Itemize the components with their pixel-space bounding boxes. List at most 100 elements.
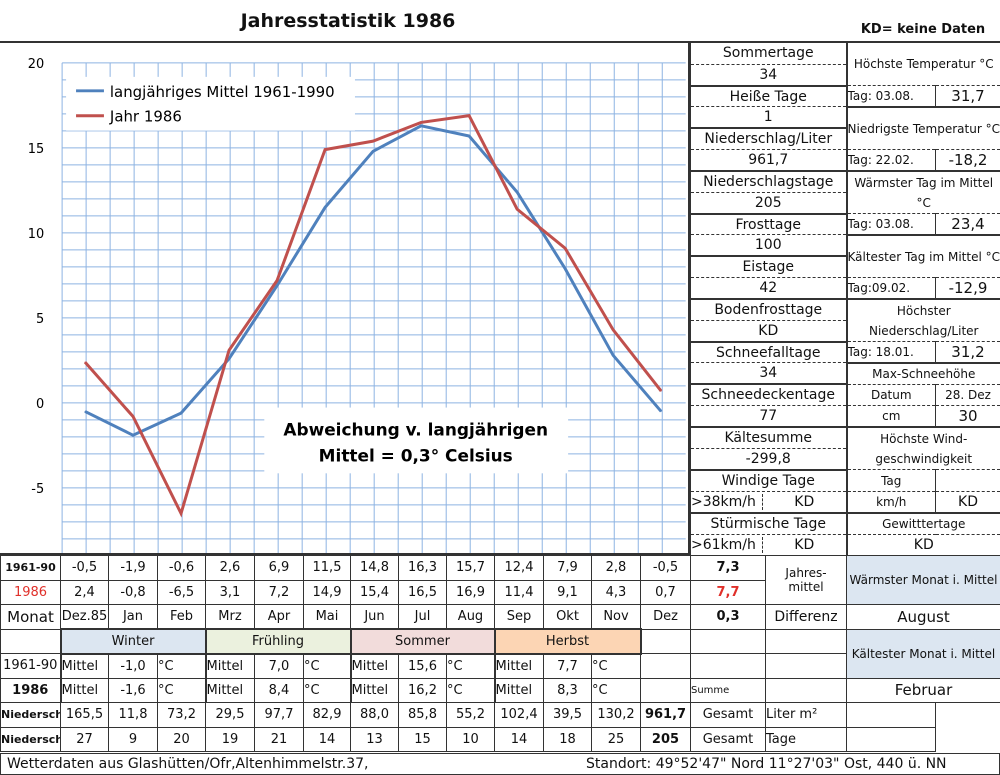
y-tick-label: 10 bbox=[28, 227, 44, 242]
season-row-label-1961: 1961-90 bbox=[0, 653, 61, 679]
wind-day bbox=[935, 469, 1000, 492]
footer-coordinates: Standort: 49°52'47" Nord 11°27'03" Ost, … bbox=[586, 756, 947, 772]
data-point bbox=[84, 410, 86, 412]
data-point bbox=[468, 115, 470, 117]
data-point bbox=[372, 140, 374, 142]
coldest-day-value: -12,9 bbox=[935, 277, 1000, 300]
mittel-label: Mittel bbox=[493, 653, 544, 679]
empty-cell bbox=[846, 726, 936, 752]
month-cell: Mrz bbox=[205, 604, 255, 630]
season-header: Winter bbox=[59, 628, 207, 655]
temp-1986-cell: 11,4 bbox=[494, 579, 544, 605]
season-header: Sommer bbox=[349, 628, 496, 655]
data-point bbox=[180, 512, 182, 514]
rain-cell: 102,4 bbox=[494, 702, 544, 728]
temp-1986-cell: 7,2 bbox=[254, 579, 304, 605]
mean-1961: 7,3 bbox=[690, 555, 766, 581]
temp-1961-cell: 16,3 bbox=[398, 555, 447, 581]
rain-days-cell: 14 bbox=[303, 726, 351, 752]
season-mean-value: 15,6 bbox=[398, 653, 447, 679]
season-mean-value: -1,6 bbox=[108, 677, 158, 703]
page-title: Jahresstatistik 1986 bbox=[0, 0, 846, 43]
rain-days-cell: 10 bbox=[446, 726, 495, 752]
temp-1986-cell: 16,5 bbox=[398, 579, 447, 605]
season-row-label-1986: 1986 bbox=[0, 677, 61, 703]
data-point bbox=[612, 329, 614, 331]
mittel-label: Mittel bbox=[204, 653, 255, 679]
stat-value: 77 bbox=[690, 405, 848, 429]
season-mean-value: 7,0 bbox=[254, 653, 304, 679]
data-point bbox=[132, 434, 134, 436]
unit-label: °C bbox=[446, 677, 495, 703]
snow-date: 28. Dez bbox=[935, 384, 1000, 407]
warmest-month: August bbox=[846, 604, 1000, 630]
warmest-day-label: Wärmster Tag im Mittel °C bbox=[846, 170, 1000, 215]
rain-days-cell: 9 bbox=[108, 726, 158, 752]
data-point bbox=[564, 268, 566, 270]
max-temp-label: Höchste Temperatur °C bbox=[846, 43, 1000, 87]
data-point bbox=[660, 410, 662, 412]
mittel-label: Mittel bbox=[59, 653, 109, 679]
rain-days-cell: 13 bbox=[350, 726, 399, 752]
month-cell: Mai bbox=[303, 604, 351, 630]
row-label-month: Monat bbox=[0, 604, 61, 630]
temp-1986-cell: -0,8 bbox=[108, 579, 158, 605]
unit-label: °C bbox=[157, 653, 206, 679]
unit-label: °C bbox=[157, 677, 206, 703]
month-cell: Jun bbox=[350, 604, 399, 630]
gesamt-label: Gesamt bbox=[690, 726, 766, 752]
legend-series-2: Jahr 1986 bbox=[109, 108, 182, 126]
month-cell: Nov bbox=[591, 604, 641, 630]
temp-1961-cell: 14,8 bbox=[350, 555, 399, 581]
rain-days-cell: 14 bbox=[494, 726, 544, 752]
snow-date-label: Datum bbox=[846, 384, 936, 407]
rain-days-cell: 18 bbox=[543, 726, 592, 752]
data-table: 1961-90 -0,5 -1,9 -0,6 2,6 6,9 11,5 14,8 16,3 15,… bbox=[0, 555, 1000, 752]
season-mean-value: 7,7 bbox=[543, 653, 592, 679]
stat-value: 42 bbox=[690, 277, 848, 300]
rain-cell: 88,0 bbox=[350, 702, 399, 728]
row-label-1961: 1961-90 bbox=[0, 555, 61, 581]
min-temp-value: -18,2 bbox=[935, 149, 1000, 172]
month-cell: Sep bbox=[494, 604, 544, 630]
wind-day-label: Tag bbox=[846, 469, 936, 492]
rain-total: 961,7 bbox=[640, 702, 691, 728]
wind-kmh-label: km/h bbox=[846, 491, 936, 514]
data-point bbox=[228, 349, 230, 351]
unit-label: °C bbox=[591, 653, 641, 679]
max-rain-value: 31,2 bbox=[935, 341, 1000, 364]
stat-label: Bodenfrosttage bbox=[690, 298, 848, 321]
month-cell: Jul bbox=[398, 604, 447, 630]
rain-days-cell: 15 bbox=[398, 726, 447, 752]
temp-1986-cell: -6,5 bbox=[157, 579, 206, 605]
warmest-day-date: Tag: 03.08. bbox=[846, 213, 936, 236]
temp-1986-cell: 14,9 bbox=[303, 579, 351, 605]
stat-label: >61km/h bbox=[692, 537, 763, 554]
stat-label: Stürmische Tage bbox=[690, 512, 848, 535]
warmest-day-value: 23,4 bbox=[935, 213, 1000, 236]
coldest-day-label: Kältester Tag im Mittel °C bbox=[846, 234, 1000, 279]
temp-1986-cell: 4,3 bbox=[591, 579, 641, 605]
temp-1961-cell: -0,5 bbox=[60, 555, 109, 581]
empty-cell bbox=[640, 677, 691, 703]
stat-label: Schneedeckentage bbox=[690, 384, 848, 407]
rain-days-cell: 25 bbox=[591, 726, 641, 752]
temp-1986-cell: 9,1 bbox=[543, 579, 592, 605]
rain-days-row-label: Niederschl. Tage bbox=[0, 726, 61, 752]
stat-label: >38km/h bbox=[692, 493, 763, 510]
y-tick-label: 0 bbox=[36, 397, 44, 412]
kd-note: KD= keine Daten bbox=[846, 0, 1000, 43]
data-point bbox=[420, 121, 422, 123]
rain-days-total: 205 bbox=[640, 726, 691, 752]
rain-cell: 165,5 bbox=[60, 702, 109, 728]
stat-label: Eistage bbox=[690, 256, 848, 279]
empty-cell bbox=[765, 677, 847, 703]
empty-cell bbox=[690, 628, 766, 654]
max-rain-label: Höchster Niederschlag/Liter bbox=[846, 298, 1000, 343]
temp-1986-cell: 16,9 bbox=[446, 579, 495, 605]
rain-cell: 82,9 bbox=[303, 702, 351, 728]
mittel-label: Mittel bbox=[59, 677, 109, 703]
rain-days-cell: 27 bbox=[60, 726, 109, 752]
data-point bbox=[516, 208, 518, 210]
rain-days-cell: 19 bbox=[205, 726, 255, 752]
